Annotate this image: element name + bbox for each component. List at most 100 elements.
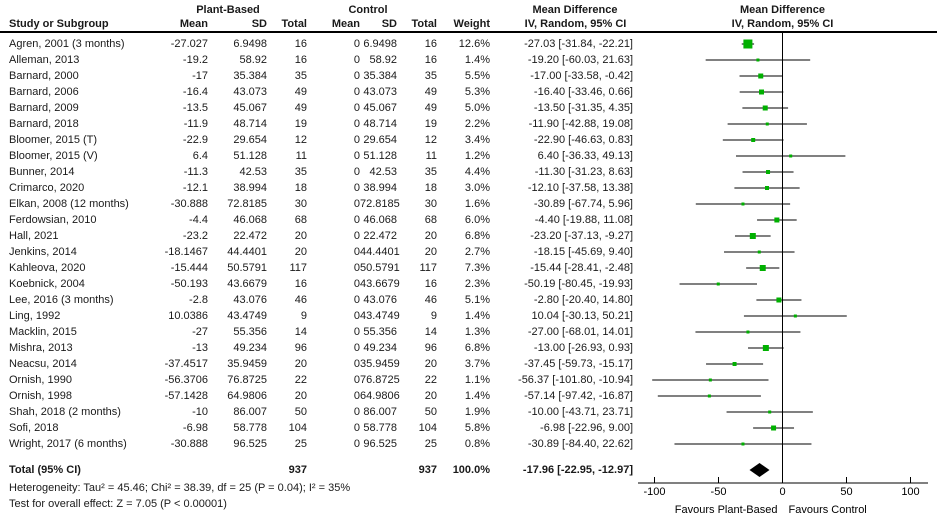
favours-right-label: Favours Control	[789, 504, 867, 516]
cell-pb-mean: -10	[192, 406, 208, 418]
cell-c-mean: 0	[353, 150, 360, 162]
cell-pb-mean: -30.888	[170, 438, 208, 450]
cell-weight: 2.3%	[464, 278, 490, 290]
cell-md-ci: -27.00 [-68.01, 14.01]	[527, 326, 633, 338]
table-row: Bloomer, 2015 (T) -22.9 29.654 12 0 29.654 12 3…	[0, 132, 937, 148]
cell-pb-total: 12	[294, 134, 307, 146]
study-label: Ferdowsian, 2010	[9, 214, 97, 226]
cell-pb-total: 30	[294, 198, 307, 210]
cell-c-mean: 0	[353, 86, 360, 98]
cell-md-ci: -11.90 [-42.88, 19.08]	[528, 118, 633, 130]
table-row: Ornish, 1998 -57.1428 64.9806 20 0 64.9806 20 1…	[0, 388, 937, 404]
cell-c-mean: 0	[353, 438, 360, 450]
table-row: Agren, 2001 (3 months) -27.027 6.9498 16 0 6.…	[0, 36, 937, 52]
study-label: Ling, 1992	[9, 310, 61, 322]
cell-md-ci: -23.20 [-37.13, -9.27]	[530, 230, 633, 242]
cell-pb-mean: -4.4	[189, 214, 208, 226]
cell-c-total: 20	[424, 246, 437, 258]
axis-tick-label: 0	[779, 486, 785, 498]
study-label: Hall, 2021	[9, 230, 59, 242]
cell-pb-mean: -56.3706	[164, 374, 208, 386]
cell-c-mean: 0	[353, 278, 360, 290]
cell-c-sd: 42.53	[369, 166, 397, 178]
cell-c-total: 9	[430, 310, 437, 322]
cell-c-sd: 44.4401	[360, 246, 400, 258]
study-label: Shah, 2018 (2 months)	[9, 406, 121, 418]
cell-md-ci: -19.20 [-60.03, 21.63]	[527, 54, 633, 66]
cell-pb-sd: 43.073	[233, 86, 267, 98]
cell-c-sd: 6.9498	[363, 38, 397, 50]
cell-c-sd: 96.525	[363, 438, 397, 450]
axis-tick-label: 50	[840, 486, 852, 498]
cell-pb-mean: -16.4	[182, 86, 208, 98]
cell-pb-sd: 76.8725	[227, 374, 267, 386]
cell-pb-sd: 43.6679	[227, 278, 267, 290]
cell-weight: 1.3%	[464, 326, 490, 338]
study-label: Alleman, 2013	[9, 54, 80, 66]
cell-weight: 3.0%	[464, 182, 490, 194]
study-label: Sofi, 2018	[9, 422, 59, 434]
cell-pb-sd: 38.994	[233, 182, 267, 194]
cell-weight: 12.6%	[458, 38, 490, 50]
study-label: Crimarco, 2020	[9, 182, 85, 194]
axis-tick-label: 100	[901, 486, 919, 498]
cell-c-mean: 0	[353, 246, 360, 258]
cell-pb-mean: -22.9	[182, 134, 208, 146]
cell-pb-sd: 44.4401	[227, 246, 267, 258]
column-header-c-mean: Mean	[331, 18, 360, 30]
cell-pb-total: 96	[294, 342, 307, 354]
cell-pb-total: 20	[294, 246, 307, 258]
cell-c-total: 20	[424, 230, 437, 242]
cell-c-mean: 0	[353, 342, 360, 354]
cell-weight: 2.7%	[464, 246, 490, 258]
study-label: Ornish, 1990	[9, 374, 72, 386]
cell-weight: 3.4%	[464, 134, 490, 146]
cell-md-ci: -4.40 [-19.88, 11.08]	[534, 214, 633, 226]
cell-pb-mean: 6.4	[192, 150, 208, 162]
cell-pb-mean: -57.1428	[164, 390, 208, 402]
cell-md-ci: -15.44 [-28.41, -2.48]	[530, 262, 633, 274]
cell-pb-sd: 48.714	[233, 118, 267, 130]
table-row: Ling, 1992 10.0386 43.4749 9 0 43.4749 9 1.4% 10…	[0, 308, 937, 324]
heterogeneity-stats: Heterogeneity: Tau² = 45.46; Chi² = 38.3…	[9, 482, 351, 494]
total-row: Total (95% CI) 937 937 100.0% -17.96 [-2…	[0, 462, 937, 478]
cell-md-ci: -50.19 [-80.45, -19.93]	[524, 278, 633, 290]
cell-c-total: 35	[424, 166, 437, 178]
cell-pb-total: 104	[288, 422, 307, 434]
cell-md-ci: -2.80 [-20.40, 14.80]	[533, 294, 633, 306]
cell-pb-sd: 96.525	[233, 438, 267, 450]
cell-c-total: 117	[419, 262, 437, 274]
cell-weight: 1.4%	[464, 390, 490, 402]
cell-pb-mean: -6.98	[182, 422, 208, 434]
cell-pb-sd: 86.007	[233, 406, 267, 418]
cell-weight: 2.2%	[464, 118, 490, 130]
cell-c-sd: 49.234	[363, 342, 397, 354]
table-row: Barnard, 2006 -16.4 43.073 49 0 43.073 49 5.3% -…	[0, 84, 937, 100]
study-label: Barnard, 2009	[9, 102, 79, 114]
cell-c-mean: 0	[353, 374, 360, 386]
cell-weight: 6.8%	[464, 342, 490, 354]
cell-c-sd: 43.073	[363, 86, 397, 98]
cell-weight: 7.3%	[464, 262, 490, 274]
cell-c-mean: 0	[353, 198, 360, 210]
cell-weight: 1.9%	[464, 406, 490, 418]
cell-pb-total: 20	[294, 390, 307, 402]
table-row: Crimarco, 2020 -12.1 38.994 18 0 38.994 18 3.0%…	[0, 180, 937, 196]
cell-md-ci: -12.10 [-37.58, 13.38]	[527, 182, 633, 194]
study-label: Jenkins, 2014	[9, 246, 77, 258]
cell-pb-total: 46	[294, 294, 307, 306]
cell-pb-sd: 29.654	[233, 134, 267, 146]
table-row: Lee, 2016 (3 months) -2.8 43.076 46 0 43.076 4…	[0, 292, 937, 308]
study-label: Koebnick, 2004	[9, 278, 85, 290]
table-row: Bunner, 2014 -11.3 42.53 35 0 42.53 35 4.4% -11.…	[0, 164, 937, 180]
cell-c-sd: 46.068	[363, 214, 397, 226]
cell-c-sd: 35.9459	[360, 358, 400, 370]
overall-effect-stats: Test for overall effect: Z = 7.05 (P < 0…	[9, 498, 227, 510]
cell-md-ci: -22.90 [-46.63, 0.83]	[533, 134, 633, 146]
cell-weight: 3.7%	[464, 358, 490, 370]
table-row: Sofi, 2018 -6.98 58.778 104 0 58.778 104 5.8% -6…	[0, 420, 937, 436]
table-row: Alleman, 2013 -19.2 58.92 16 0 58.92 16 1.4% -19…	[0, 52, 937, 68]
plot-header-iv-random-ci: IV, Random, 95% CI	[731, 18, 834, 30]
cell-pb-sd: 58.92	[239, 54, 267, 66]
cell-md-ci: -37.45 [-59.73, -15.17]	[524, 358, 633, 370]
